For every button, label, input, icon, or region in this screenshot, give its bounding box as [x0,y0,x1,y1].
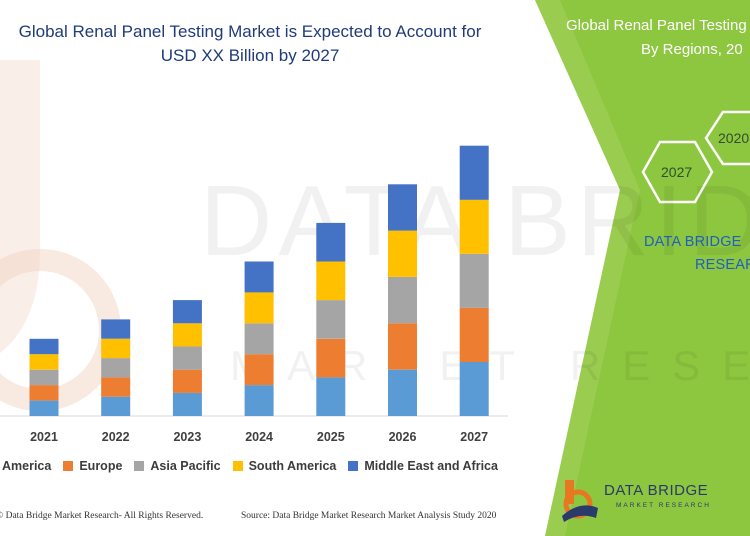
bar-2027-south-america [459,199,489,254]
bar-2022-europe [101,377,131,397]
bar-2022-middle-east-and-africa [101,319,131,339]
bar-2023-europe [172,369,202,393]
bars-group [29,145,489,416]
bar-2027-asia-pacific [459,253,489,308]
bar-2021-america [29,400,59,416]
chart-title-line1: Global Renal Panel Testing Market is Exp… [18,22,482,41]
bar-2026-south-america [388,230,417,277]
bar-2026-asia-pacific [388,277,417,324]
x-tick-label-2022: 2022 [102,430,130,444]
logo-text-line1: DATA BRIDGE [604,482,709,499]
legend-item-middle-east-and-africa: Middle East and Africa [348,457,498,475]
legend-swatch [134,461,145,471]
side-panel-title: Global Renal Panel Testing By Regions, 2… [566,14,750,62]
chart-title-line2: USD XX Billion by 2027 [160,46,340,65]
legend-swatch [63,461,74,471]
legend-label: Europe [79,459,123,473]
logo-mark [562,480,598,522]
side-panel-title-line2: By Regions, 20 [641,41,743,58]
bar-2027-europe [459,307,489,362]
bar-2027-middle-east-and-africa [459,145,489,200]
bar-2021-middle-east-and-africa [29,338,59,355]
legend-item-america: America [0,457,51,475]
bar-2025-middle-east-and-africa [316,222,346,262]
bar-2023-south-america [172,323,202,347]
hexagon-2020 [704,110,750,166]
legend-label: Middle East and Africa [364,459,498,473]
x-tick-labels: 2021 2022 2023 2024 2025 2026 2027 [30,430,488,444]
bar-2024-america [244,385,274,416]
bar-2027-america [459,361,489,416]
bar-2026-america [388,369,417,416]
bar-2023-middle-east-and-africa [172,300,202,324]
x-tick-label-2026: 2026 [389,430,417,444]
bar-2021-south-america [29,354,59,370]
bar-2021-europe [29,385,59,401]
bar-2023-asia-pacific [172,346,202,370]
chart-title: Global Renal Panel Testing Market is Exp… [0,20,530,68]
x-tick-label-2027: 2027 [460,430,488,444]
chart-legend: America Europe Asia Pacific South America Mi… [0,457,498,475]
bar-2024-asia-pacific [244,323,274,355]
bar-2022-america [101,396,131,416]
bar-2025-america [316,377,346,416]
side-panel-brand-line2: RESEAR [695,257,750,273]
side-panel-brand: DATA BRIDGE RESEAR [644,231,750,277]
bar-2025-south-america [316,261,346,301]
side-panel-title-line1: Global Renal Panel Testing [566,17,747,34]
bar-2021-asia-pacific [29,369,59,386]
legend-label: South America [248,459,337,473]
x-tick-label-2024: 2024 [245,430,273,444]
legend-label: America [2,459,52,473]
legend-item-asia-pacific: Asia Pacific [134,457,221,475]
bar-2025-europe [316,338,346,378]
legend-item-europe: Europe [63,457,122,475]
hexagon-2027 [641,140,714,204]
watermark-logo-shape [0,60,40,360]
legend-label: Asia Pacific [150,459,221,473]
bar-2025-asia-pacific [316,300,346,339]
x-tick-label-2025: 2025 [317,430,345,444]
bar-2022-south-america [101,338,131,359]
hexagon-label-2020: 2020 [718,130,750,146]
side-panel-highlight [535,0,640,536]
hexagon-label-2027: 2027 [661,164,693,180]
logo-text-line2: MARKET RESEARCH [616,502,711,509]
source-text: Source: Data Bridge Market Research Mark… [241,511,497,521]
copyright-text: © Data Bridge Market Research- All Right… [0,511,204,521]
legend-swatch [232,461,243,471]
bar-2024-south-america [244,292,274,324]
legend-item-south-america: South America [232,457,337,475]
bar-2026-middle-east-and-africa [388,184,417,231]
bar-2024-middle-east-and-africa [244,261,274,293]
bar-2026-europe [388,323,417,370]
bar-2022-asia-pacific [101,358,131,378]
side-panel-brand-line1: DATA BRIDGE [644,234,742,250]
bar-2024-europe [244,354,274,386]
x-tick-label-2021: 2021 [30,430,58,444]
legend-swatch [348,461,359,471]
x-tick-label-2023: 2023 [173,430,201,444]
bar-2023-america [172,392,202,416]
